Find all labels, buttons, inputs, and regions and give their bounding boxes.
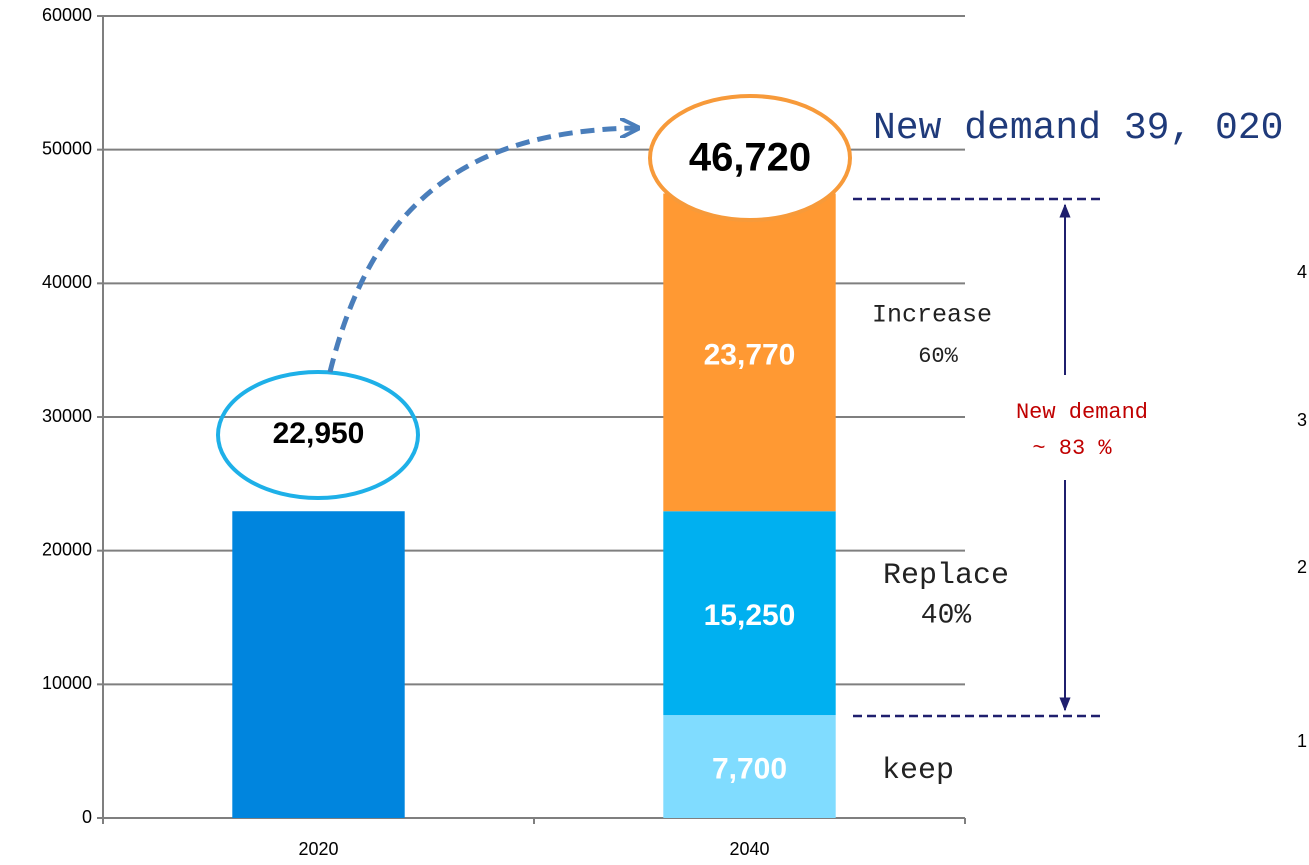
y-tick-label: 50000 [42, 138, 92, 158]
data-label: 7,700 [712, 752, 787, 785]
annotation: Replace [883, 559, 1009, 593]
y-tick-label: 10000 [42, 673, 92, 693]
bars: 22,950 7,700 15,250 23,770 [232, 193, 836, 818]
annotation: keep [882, 754, 954, 788]
data-label: 23,770 [704, 338, 796, 371]
data-label: 22,950 [273, 417, 365, 450]
y-tick-label: 40000 [42, 272, 92, 292]
annotation: 60% [918, 344, 958, 369]
y-tick-label: 30000 [42, 406, 92, 426]
clipped-label: 1 [1297, 731, 1307, 751]
y-tick-label: 20000 [42, 539, 92, 559]
y-tick-label: 60000 [42, 5, 92, 25]
annotation: ~ 83 % [1032, 436, 1112, 461]
x-tick-label: 2020 [298, 839, 338, 859]
annotation: New demand [1016, 400, 1148, 425]
data-label: 15,250 [704, 599, 796, 632]
bar-segment [663, 193, 836, 512]
x-tick-label: 2040 [729, 839, 769, 859]
bar-segment [663, 511, 836, 716]
annotation: Increase [872, 301, 992, 330]
highlight-ellipse [216, 370, 420, 500]
annotation: 40% [921, 600, 972, 631]
clipped-label: 4 [1297, 262, 1307, 282]
y-tick-label: 0 [82, 807, 92, 827]
total-label: 46,720 [689, 136, 811, 180]
growth-arrow [327, 128, 638, 373]
bar-segment [232, 511, 405, 818]
bar-segment [663, 715, 836, 818]
highlight-ellipse [648, 94, 852, 222]
clipped-label: 2 [1297, 557, 1307, 577]
clipped-label: 3 [1297, 410, 1307, 430]
headline: New demand 39, 020 [873, 107, 1283, 150]
